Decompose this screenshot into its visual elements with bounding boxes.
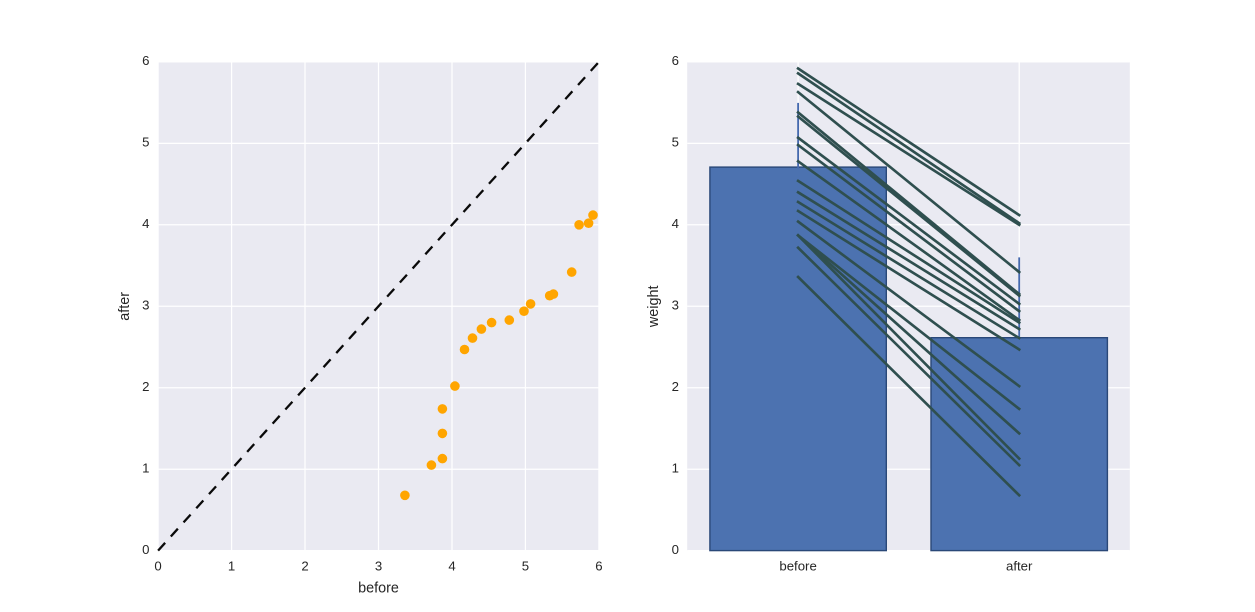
svg-text:1: 1 [672,460,679,475]
svg-text:0: 0 [142,542,149,557]
svg-text:before: before [358,581,399,597]
svg-text:1: 1 [142,460,149,475]
svg-text:2: 2 [301,559,308,574]
svg-text:4: 4 [672,216,679,231]
svg-text:4: 4 [448,559,455,574]
svg-text:2: 2 [672,379,679,394]
svg-text:5: 5 [522,559,529,574]
svg-text:6: 6 [672,53,679,68]
svg-text:6: 6 [595,559,602,574]
svg-text:2: 2 [142,379,149,394]
svg-text:0: 0 [672,542,679,557]
svg-text:3: 3 [142,297,149,312]
svg-text:6: 6 [142,53,149,68]
svg-text:0: 0 [154,559,161,574]
svg-text:before: before [779,559,816,574]
svg-text:3: 3 [375,559,382,574]
svg-text:after: after [117,292,133,321]
svg-text:after: after [1006,559,1033,574]
svg-text:1: 1 [228,559,235,574]
svg-text:5: 5 [672,135,679,150]
svg-text:5: 5 [142,135,149,150]
svg-text:4: 4 [142,216,149,231]
svg-text:weight: weight [646,285,662,328]
svg-text:3: 3 [672,297,679,312]
